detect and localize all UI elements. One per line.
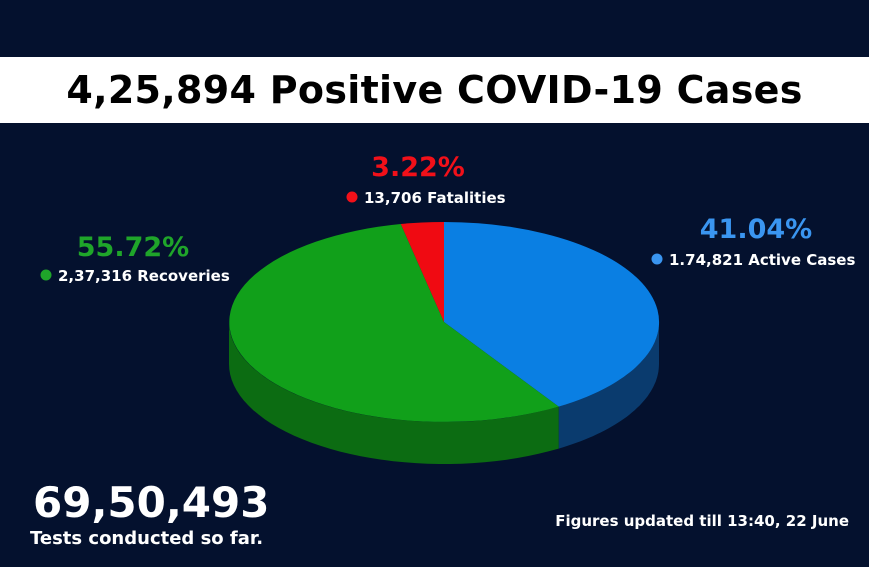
- legend-dot-fatalities: [346, 191, 358, 203]
- legend-dot-recoveries: [40, 269, 52, 281]
- percent-label-recoveries: 55.72%: [77, 232, 189, 263]
- pie-slice-recoveries: [229, 224, 559, 422]
- percent-label-fatalities: 3.22%: [371, 152, 465, 183]
- updated-note: Figures updated till 13:40, 22 June: [555, 512, 849, 530]
- tests-label: Tests conducted so far.: [30, 528, 264, 549]
- count-label-recoveries: 2,37,316 Recoveries: [58, 267, 230, 285]
- title-banner: 4,25,894 Positive COVID-19 Cases: [0, 57, 869, 123]
- pie-side-recoveries: [229, 322, 559, 464]
- count-label-active: 1.74,821 Active Cases: [669, 251, 855, 269]
- pie-slice-fatalities: [400, 221, 444, 322]
- tests-count: 69,50,493: [33, 478, 270, 527]
- legend-dot-active: [651, 253, 663, 265]
- count-label-fatalities: 13,706 Fatalities: [364, 189, 506, 207]
- pie-side-active: [558, 322, 659, 449]
- page-title: 4,25,894 Positive COVID-19 Cases: [66, 68, 803, 112]
- pie-slice-active: [444, 222, 660, 407]
- percent-label-active: 41.04%: [700, 214, 812, 245]
